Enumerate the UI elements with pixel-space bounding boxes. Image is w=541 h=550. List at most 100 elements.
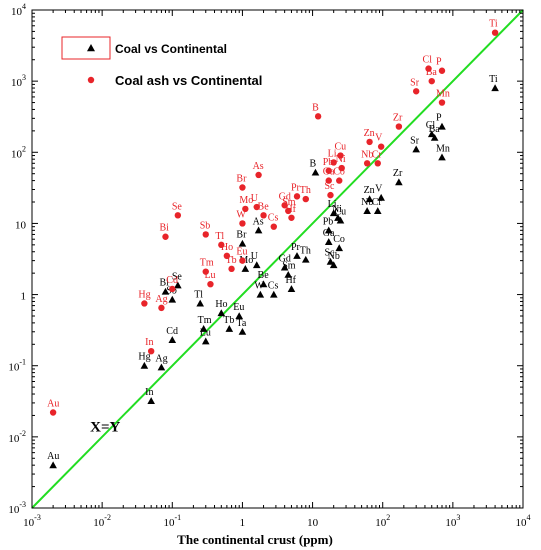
coal-ash-label-zr: Zr: [393, 113, 403, 124]
coal-ash-label-lu: Lu: [204, 270, 215, 281]
coal-label-eu: Eu: [233, 302, 244, 313]
coal-point-pr: [293, 252, 301, 259]
coal-label-hg: Hg: [138, 352, 150, 363]
coal-ash-point-nb: [363, 160, 371, 167]
coal-ash-label-mo: Mo: [239, 195, 253, 206]
coal-ash-label-eu: Eu: [236, 247, 247, 258]
coal-label-mo: Mo: [239, 255, 253, 266]
coal-label-tb: Tb: [223, 315, 234, 326]
coal-label-b: B: [309, 158, 316, 169]
coal-label-sc: Sc: [324, 248, 335, 259]
coal-ash-point-mn: [438, 99, 446, 106]
coal-label-mn: Mn: [436, 143, 450, 154]
coal-ash-point-cr: [374, 160, 381, 167]
coal-point-sm: [284, 270, 293, 278]
coal-ash-point-p: [438, 67, 446, 74]
coal-label-pr: Pr: [291, 242, 301, 253]
coal-point-li: [329, 209, 338, 217]
y-tick-label: 10-2: [8, 429, 26, 445]
coal-ash-label-w: W: [236, 209, 246, 220]
coal-point-zr: [395, 178, 403, 186]
coal-ash-point-co: [336, 177, 343, 184]
coal-label-se: Se: [172, 271, 183, 282]
coal-point-bi: [161, 287, 170, 295]
coal-ash-point-br: [239, 184, 246, 191]
coal-label-hf: Hf: [285, 275, 296, 286]
coal-label-sr: Sr: [410, 135, 420, 146]
coal-point-co: [335, 244, 344, 252]
coal-label-cd: Cd: [166, 326, 178, 337]
coal-ash-point-gd: [281, 202, 288, 209]
coal-label-ba: Ba: [429, 124, 441, 135]
coal-label-as: As: [253, 216, 264, 227]
coal-point-br: [238, 239, 247, 247]
coal-ash-point-tb: [228, 265, 235, 273]
coal-label-ho: Ho: [215, 299, 227, 310]
coal-ash-label-p: P: [436, 57, 442, 68]
x-tick-label: 102: [375, 513, 390, 529]
coal-ash-label-li: Li: [328, 148, 337, 159]
coal-ash-point-mo: [242, 205, 249, 213]
coal-ash-point-u: [253, 203, 260, 211]
coal-ash-point-tm: [202, 268, 209, 275]
coal-ash-label-in: In: [145, 337, 153, 348]
coal-point-nb: [363, 207, 371, 214]
coal-label-be: Be: [258, 270, 270, 281]
coal-point-be: [259, 280, 268, 288]
coal-ash-label-ti: Ti: [489, 19, 498, 30]
coal-label-ta: Ta: [236, 318, 246, 329]
coal-ash-point-bi: [162, 233, 169, 240]
coal-ash-label-b: B: [312, 102, 319, 113]
coal-ash-label-ho: Ho: [221, 242, 233, 253]
coal-label-u: U: [251, 251, 259, 262]
coal-ash-label-as: As: [253, 161, 264, 172]
coal-ash-label-bi: Bi: [159, 223, 169, 234]
axes: 10-3 10-2 10-1 1 10 102 103 104 10-3 10-2 10-1 1 10 1…: [8, 2, 530, 529]
coal-point-mo: [241, 265, 250, 272]
coal-ash-label-mn: Mn: [436, 89, 450, 100]
coal-point-cs: [269, 290, 278, 298]
coal-ash-label-au: Au: [47, 398, 59, 409]
coal-point-in: [147, 397, 155, 404]
coal-ash-label-tl: Tl: [215, 231, 224, 242]
coal-ash-label-pr: Pr: [291, 182, 301, 193]
coal-ash-label-pb: Pb: [323, 157, 334, 168]
coal-ash-point-w: [239, 220, 246, 227]
coal-label-bi: Bi: [159, 278, 169, 289]
coal-ash-point-pb: [325, 167, 332, 174]
coal-ash-label-ag: Ag: [155, 294, 167, 305]
coal-ash-label-nb: Nb: [361, 149, 373, 160]
coal-ash-point-pr: [293, 193, 301, 200]
coal-point-v: [377, 193, 385, 201]
coal-point-ti: [491, 84, 499, 92]
coal-label-v: V: [375, 184, 383, 195]
coal-point-tm: [199, 325, 208, 332]
coal-point-zn: [365, 195, 374, 203]
coal-ash-point-ba: [428, 77, 435, 85]
coal-label-ni: Ni: [332, 204, 342, 215]
coal-point-ta: [238, 327, 247, 335]
coal-ash-label-co: Co: [333, 167, 345, 178]
coal-ash-point-zn: [366, 138, 373, 146]
x-axis-label: The continental crust (ppm): [177, 532, 333, 547]
coal-label-ti: Ti: [489, 74, 498, 85]
coal-ash-label-sr: Sr: [410, 77, 420, 88]
coal-ash-label-ba: Ba: [426, 67, 438, 78]
coal-ash-label-cl: Cl: [423, 55, 433, 66]
coal-ash-point-tl: [218, 241, 225, 249]
coal-point-b: [311, 168, 320, 176]
coal-ash-point-v: [377, 143, 385, 150]
coal-ash-point-eu: [239, 257, 246, 264]
coal-point-ag: [157, 363, 166, 371]
x-tick-label: 10-3: [23, 513, 41, 529]
coal-ash-label-tb: Tb: [226, 255, 237, 266]
y-tick-label: 102: [11, 144, 26, 160]
coal-ash-label-th: Th: [300, 185, 311, 196]
coal-label-co: Co: [333, 234, 345, 245]
coal-ash-point-cs: [270, 223, 277, 230]
coal-ash-point-cl: [425, 65, 432, 72]
coal-ash-label-tm: Tm: [200, 258, 214, 269]
coal-label-sm: Sm: [282, 261, 296, 272]
